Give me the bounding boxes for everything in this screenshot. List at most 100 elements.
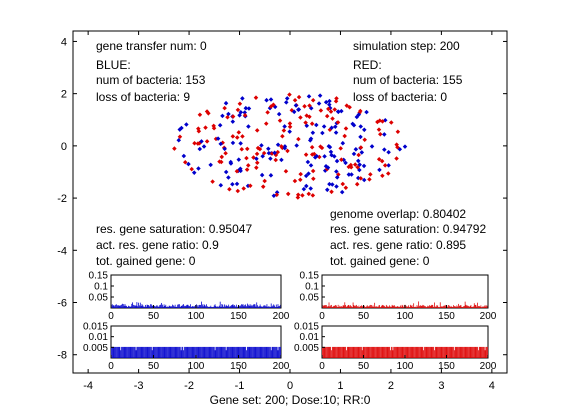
histogram-bar: [233, 305, 235, 308]
inset-x-tick-label: 100: [188, 311, 205, 322]
histogram-bar: [454, 306, 456, 308]
histogram-bar: [140, 305, 142, 308]
histogram-bar: [434, 346, 436, 358]
histogram-bar: [348, 304, 350, 308]
blue-bacterium-point: [223, 100, 229, 106]
histogram-bar: [214, 304, 216, 308]
histogram-bar: [120, 305, 122, 308]
histogram-bar: [340, 306, 342, 308]
histogram-bar: [253, 304, 255, 308]
histogram-bar: [187, 346, 189, 358]
histogram-bar: [176, 306, 178, 308]
blue-bacterium-point: [339, 189, 345, 195]
histogram-bar: [419, 346, 420, 358]
histogram-bar: [173, 346, 175, 358]
histogram-bar: [450, 346, 452, 358]
histogram-bar: [170, 306, 172, 308]
histogram-bar: [340, 346, 342, 358]
histogram-bar: [270, 350, 272, 358]
histogram-bar: [420, 305, 422, 308]
histogram-bar: [178, 346, 179, 358]
histogram-bar: [111, 304, 113, 308]
histogram-bar: [166, 346, 168, 358]
histogram-bar: [326, 305, 327, 308]
histogram-bar: [264, 305, 266, 308]
histogram-bar: [432, 304, 434, 308]
histogram-bar: [385, 346, 386, 358]
histogram-bar: [387, 346, 389, 358]
histogram-bar: [144, 346, 145, 358]
histogram-bar: [194, 306, 196, 308]
histogram-bar: [179, 306, 181, 308]
red-bacterium-point: [283, 168, 289, 174]
histogram-bar: [390, 350, 391, 358]
histogram-bar: [363, 346, 365, 358]
histogram-bar: [236, 346, 238, 358]
histogram-bar: [389, 305, 390, 308]
histogram-bar: [113, 346, 115, 358]
histogram-bar: [214, 350, 216, 358]
x-tick-label: 3: [438, 380, 444, 392]
red-bacterium-point: [260, 184, 266, 189]
red-bacterium-point: [343, 185, 349, 190]
histogram-bar: [375, 306, 377, 308]
histogram-bar: [264, 305, 265, 308]
histogram-bar: [251, 305, 253, 308]
histogram-bar: [450, 305, 452, 308]
histogram-bar: [252, 346, 253, 358]
histogram-bar: [424, 346, 425, 358]
histogram-bar: [176, 346, 178, 358]
histogram-bar: [356, 346, 358, 358]
histogram-bar: [221, 346, 223, 358]
red-bacterium-point: [292, 97, 298, 103]
blue-gene-histogram: 0.150.10.05 0 50 100 150 200: [89, 271, 290, 323]
histogram-bar: [258, 346, 260, 358]
histogram-bar: [244, 346, 246, 358]
histogram-bar: [337, 346, 339, 358]
histogram-bar: [368, 346, 370, 358]
histogram-bar: [438, 346, 439, 358]
x-tick-label: -3: [134, 380, 144, 392]
histogram-bar: [375, 346, 376, 358]
histogram-bar: [429, 346, 430, 358]
histogram-bar: [442, 306, 444, 308]
histogram-bar: [438, 307, 439, 308]
histogram-bar: [170, 346, 172, 358]
histogram-bar: [207, 306, 209, 308]
histogram-bar: [358, 346, 360, 358]
histogram-bar: [133, 305, 135, 308]
blue-bacterium-point: [284, 100, 289, 105]
red-bacterium-point: [230, 134, 236, 139]
histogram-bar: [258, 306, 260, 308]
histogram-bar: [344, 346, 346, 358]
histogram-bar: [175, 346, 177, 358]
red-bacterium-point: [362, 137, 367, 143]
histogram-bar: [360, 305, 361, 308]
inset-frame: [110, 274, 282, 309]
red-bacterium-point: [394, 142, 399, 147]
histogram-bar: [434, 350, 435, 358]
blue-num-bacteria: num of bacteria: 153: [96, 73, 206, 87]
histogram-bar: [400, 346, 402, 358]
histogram-bar: [268, 306, 270, 308]
histogram-bar: [164, 346, 166, 358]
histogram-bar: [392, 350, 394, 358]
blue-bacterium-point: [220, 113, 225, 119]
histogram-bar: [463, 306, 464, 308]
inset-y-tick-label: 0.15: [89, 271, 109, 282]
histogram-bar: [145, 346, 147, 358]
histogram-bar: [260, 306, 262, 308]
histogram-bar: [162, 346, 164, 358]
histogram-bar: [254, 346, 256, 358]
blue-bacterium-point: [359, 150, 365, 155]
blue-bacterium-point: [208, 162, 213, 168]
histogram-bar: [187, 304, 189, 308]
histogram-bar: [370, 346, 372, 358]
red-bacterium-point: [285, 148, 290, 154]
histogram-bar: [480, 346, 482, 358]
blue-bacterium-point: [312, 155, 318, 160]
histogram-bar: [165, 346, 167, 358]
histogram-bar: [331, 304, 332, 308]
histogram-bar: [429, 305, 430, 308]
histogram-bar: [403, 306, 405, 308]
